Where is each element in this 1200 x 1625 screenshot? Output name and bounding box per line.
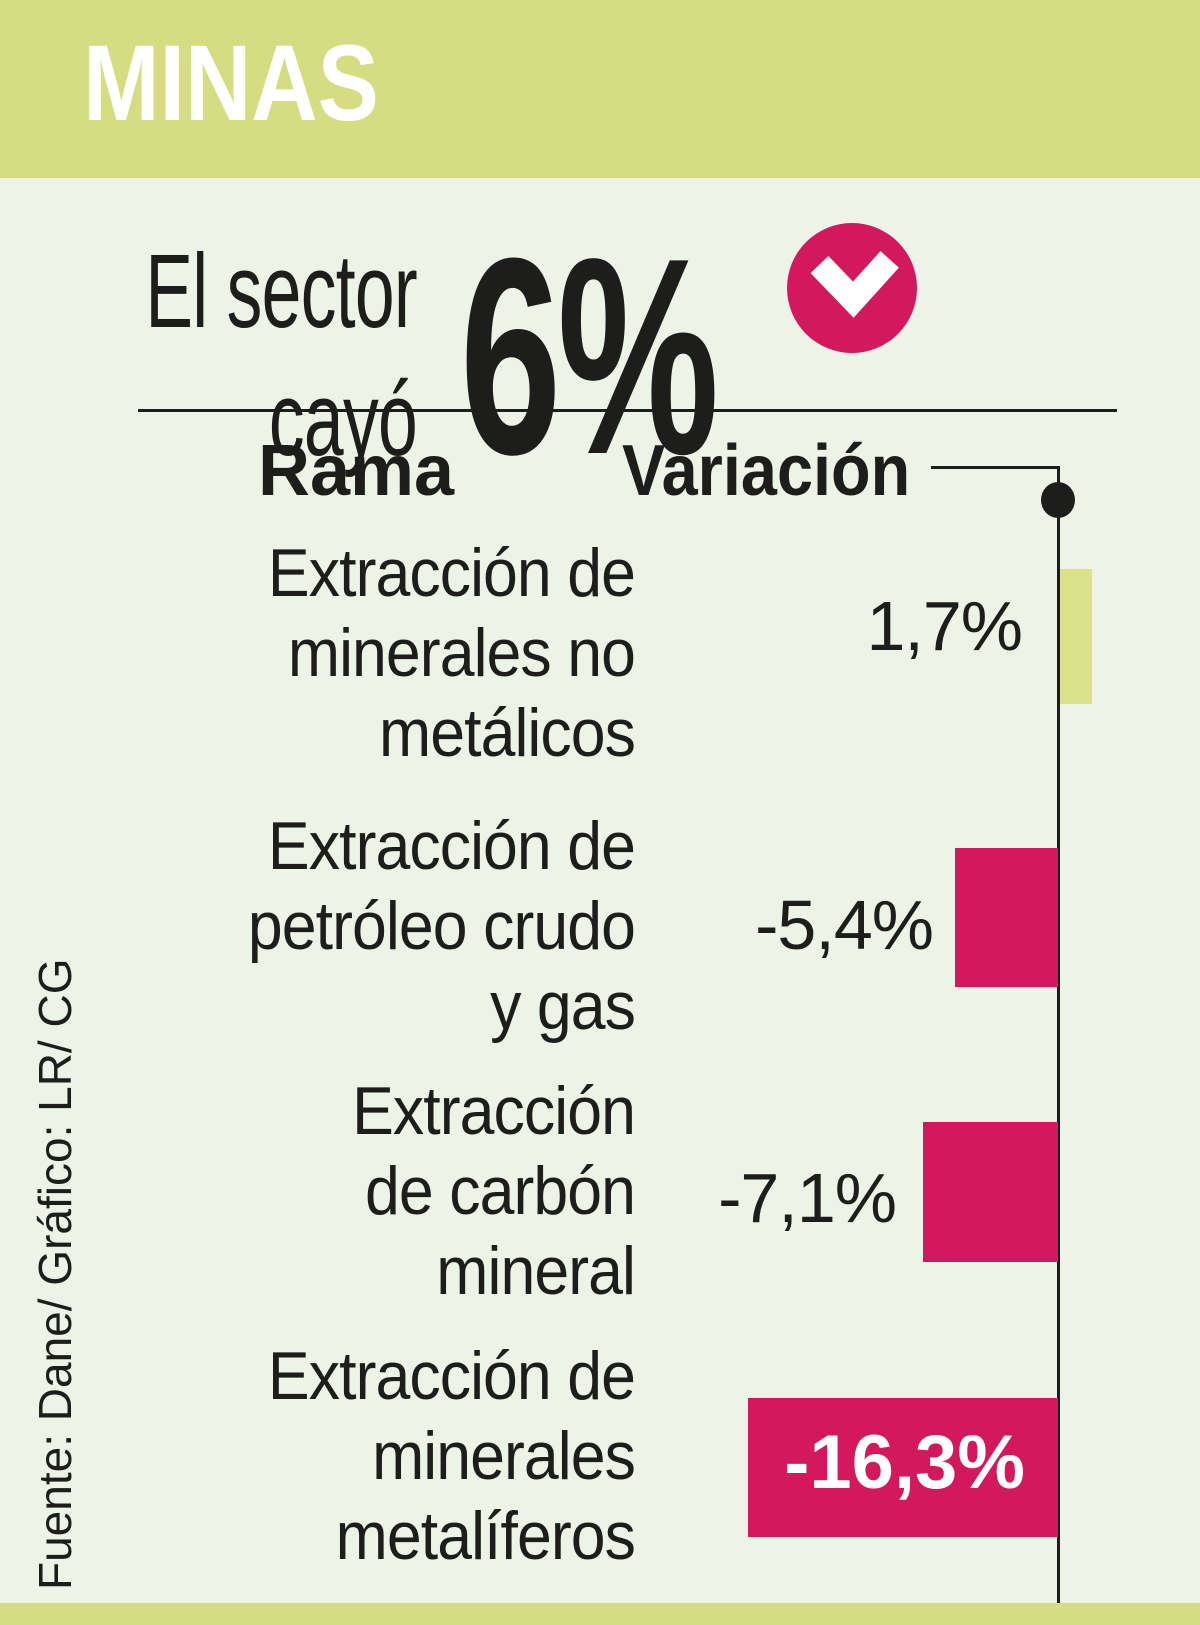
category-label: Extracción de petróleo crudo y gas xyxy=(247,808,636,1044)
intro-line-2: cayó xyxy=(268,361,418,478)
value-label: 1,7% xyxy=(866,587,1023,665)
sector-change-value: 6% xyxy=(460,201,719,513)
value-label-inside-bar: -16,3% xyxy=(784,1420,1025,1505)
category-label: Extracción de carbón mineral xyxy=(352,1073,636,1309)
axis-origin-dot xyxy=(1041,482,1075,518)
down-indicator-icon xyxy=(787,223,917,353)
header-band xyxy=(0,0,1200,178)
bar-2 xyxy=(923,1122,1058,1262)
value-label: -5,4% xyxy=(755,886,934,964)
axis-zero-line xyxy=(1057,466,1060,1603)
column-header-variacion: Variación xyxy=(622,431,911,511)
intro-text: El sector cayó xyxy=(133,228,417,484)
page-title: MINAS xyxy=(83,22,379,143)
value-label: -7,1% xyxy=(718,1159,897,1237)
bar-0 xyxy=(1060,569,1093,704)
axis-connector-line xyxy=(931,466,1060,469)
category-label: Extracción de minerales no metálicos xyxy=(267,535,636,771)
bar-1 xyxy=(955,848,1058,987)
separator-line xyxy=(138,409,1117,412)
chevron-down-icon xyxy=(810,251,899,318)
category-label: Extracción de minerales metalíferos xyxy=(267,1338,636,1574)
intro-line-1: El sector xyxy=(145,233,417,350)
source-credit: Fuente: Dane/ Gráfico: LR/ CG xyxy=(29,958,81,1591)
column-header-rama: Rama xyxy=(258,431,455,511)
bar-3 xyxy=(748,1398,1058,1537)
footer-band xyxy=(0,1603,1200,1625)
